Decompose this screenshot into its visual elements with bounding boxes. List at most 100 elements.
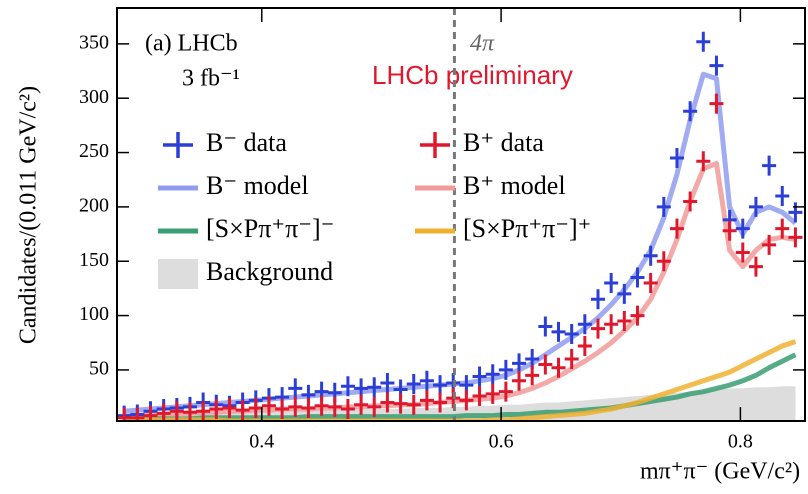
data-point bbox=[485, 383, 500, 404]
legend-label: Background bbox=[206, 257, 333, 286]
annotation: (a) LHCb bbox=[145, 31, 238, 57]
data-point bbox=[367, 377, 382, 398]
legend-marker bbox=[163, 132, 193, 158]
data-point bbox=[551, 357, 566, 378]
data-point bbox=[669, 218, 684, 239]
y-tick-label: 300 bbox=[79, 86, 109, 108]
series-group bbox=[117, 31, 803, 421]
data-point bbox=[538, 354, 553, 375]
data-point bbox=[288, 396, 303, 417]
data-point bbox=[630, 267, 645, 288]
data-point bbox=[709, 93, 724, 114]
data-point bbox=[643, 272, 658, 293]
data-point bbox=[393, 393, 408, 414]
legend-marker bbox=[420, 132, 450, 158]
data-point bbox=[788, 202, 803, 223]
data-point bbox=[577, 314, 592, 335]
data-point bbox=[551, 321, 566, 342]
data-point bbox=[498, 359, 513, 380]
data-point bbox=[683, 191, 698, 212]
data-point bbox=[498, 381, 513, 402]
data-point bbox=[406, 374, 421, 395]
data-point bbox=[735, 218, 750, 239]
y-tick-label: 50 bbox=[89, 358, 109, 380]
data-point bbox=[696, 31, 711, 52]
data-point bbox=[762, 234, 777, 255]
y-tick-label: 100 bbox=[79, 303, 109, 325]
legend-marker bbox=[158, 259, 198, 289]
x-axis-label: mπ⁺π⁻ (GeV/c²) bbox=[640, 459, 800, 485]
data-point bbox=[604, 272, 619, 293]
data-point bbox=[683, 101, 698, 122]
data-point bbox=[380, 392, 395, 413]
data-point bbox=[327, 396, 342, 417]
data-point bbox=[709, 55, 724, 76]
data-point bbox=[656, 251, 671, 272]
data-point bbox=[564, 349, 579, 370]
data-point bbox=[235, 400, 250, 421]
data-point bbox=[591, 289, 606, 310]
model-line bbox=[124, 339, 797, 421]
y-tick-label: 350 bbox=[79, 31, 109, 53]
data-point bbox=[538, 316, 553, 337]
data-point bbox=[130, 407, 145, 421]
data-point bbox=[314, 395, 329, 416]
data-point bbox=[143, 405, 158, 421]
data-point bbox=[419, 370, 434, 391]
y-axis-label: Candidates/(0.011 GeV/c²) bbox=[16, 86, 42, 344]
data-point bbox=[209, 399, 224, 420]
data-point bbox=[472, 366, 487, 387]
legend-label: [S×Pπ⁺π⁻]⁻ bbox=[206, 214, 334, 243]
data-point bbox=[367, 396, 382, 417]
data-point bbox=[340, 399, 355, 420]
data-point bbox=[512, 370, 527, 391]
data-point bbox=[340, 376, 355, 397]
data-point bbox=[472, 386, 487, 407]
y-tick-label: 200 bbox=[79, 194, 109, 216]
legend-label: B⁺ model bbox=[463, 171, 566, 200]
data-point bbox=[406, 394, 421, 415]
data-point bbox=[525, 365, 540, 386]
legend-label: B⁺ data bbox=[463, 128, 544, 157]
data-point bbox=[275, 399, 290, 420]
data-point bbox=[630, 305, 645, 326]
data-point bbox=[301, 397, 316, 418]
model-line bbox=[124, 352, 797, 421]
data-point bbox=[248, 397, 263, 418]
data-point bbox=[735, 242, 750, 263]
data-point bbox=[748, 256, 763, 277]
data-point bbox=[354, 394, 369, 415]
data-point bbox=[288, 378, 303, 399]
data-point bbox=[512, 353, 527, 374]
data-point bbox=[169, 401, 184, 421]
annotation: 4π bbox=[470, 31, 495, 57]
plot-frame bbox=[116, 7, 806, 422]
data-point bbox=[182, 402, 197, 421]
data-point bbox=[722, 220, 737, 241]
data-point bbox=[433, 392, 448, 413]
annotation: LHCb preliminary bbox=[372, 60, 573, 90]
annotation: 3 fb⁻¹ bbox=[182, 66, 240, 92]
data-point bbox=[419, 390, 434, 411]
y-tick-label: 250 bbox=[79, 140, 109, 162]
data-point bbox=[196, 401, 211, 421]
legend-label: B⁻ model bbox=[206, 171, 309, 200]
data-point bbox=[775, 186, 790, 207]
data-point bbox=[748, 196, 763, 217]
data-point bbox=[696, 151, 711, 172]
data-point bbox=[433, 375, 448, 396]
x-tick-label: 0.8 bbox=[728, 431, 753, 453]
data-point bbox=[485, 364, 500, 385]
data-point bbox=[669, 147, 684, 168]
x-tick-label: 0.6 bbox=[489, 431, 514, 453]
data-point bbox=[591, 318, 606, 339]
data-point bbox=[261, 395, 276, 416]
data-point bbox=[604, 314, 619, 335]
data-point bbox=[762, 155, 777, 176]
data-point bbox=[222, 397, 237, 418]
y-tick-label: 150 bbox=[79, 249, 109, 271]
data-point bbox=[775, 218, 790, 239]
legend-label: [S×Pπ⁺π⁻]⁺ bbox=[463, 214, 591, 243]
x-tick-label: 0.4 bbox=[249, 431, 274, 453]
data-point bbox=[117, 407, 132, 421]
